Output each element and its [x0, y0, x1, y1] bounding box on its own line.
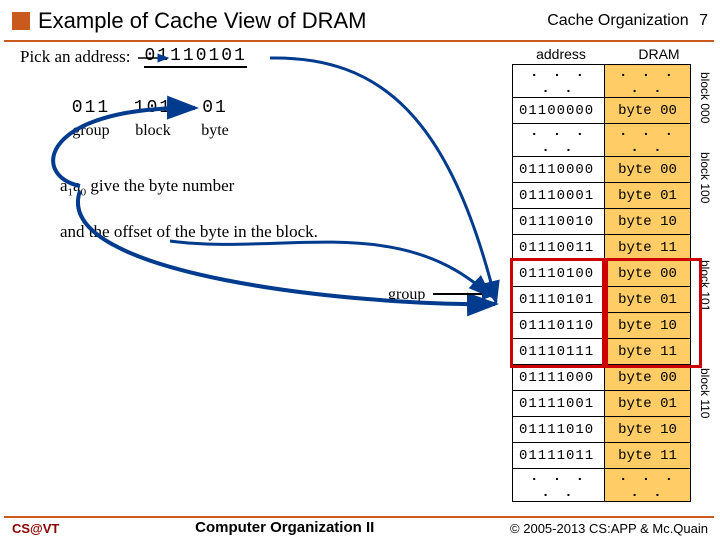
slide: Example of Cache View of DRAM Cache Orga…	[0, 0, 720, 540]
bits-labels: group block byte	[60, 122, 246, 140]
table-row: 01111001byte 01	[513, 391, 691, 417]
bits-block: 101	[122, 98, 184, 118]
bits-group: 011	[60, 98, 122, 118]
addr-cell: 01111001	[513, 391, 605, 417]
dram-cell: byte 00	[605, 98, 691, 124]
table-row: 01110001byte 01	[513, 183, 691, 209]
title-left: Example of Cache View of DRAM	[12, 8, 367, 34]
block-label-110: block 110	[698, 368, 712, 418]
dram-cell: byte 11	[605, 443, 691, 469]
dram-cell: byte 01	[605, 391, 691, 417]
dram-cell: byte 10	[605, 417, 691, 443]
dots-row: . . . . .. . . . .	[513, 65, 691, 98]
dots: . . . . .	[513, 65, 605, 98]
dram-header: address DRAM	[512, 46, 708, 62]
accent-box	[12, 12, 30, 30]
dots: . . . . .	[513, 469, 605, 502]
table-row: 01111010byte 10	[513, 417, 691, 443]
slide-title: Example of Cache View of DRAM	[38, 8, 367, 34]
highlight-addr-block	[510, 258, 605, 368]
footer-right: © 2005-2013 CS:APP & Mc.Quain	[510, 521, 708, 536]
group-arrow-label: group	[388, 286, 425, 304]
table-row: 01110000byte 00	[513, 157, 691, 183]
bits-byte: 01	[184, 98, 246, 118]
dram-cell: byte 10	[605, 209, 691, 235]
slide-body: Pick an address: 01110101 011 101 01 gro…	[20, 46, 708, 510]
highlight-dram-block	[605, 258, 702, 368]
addr-cell: 01110010	[513, 209, 605, 235]
label-byte: byte	[184, 122, 246, 140]
footer-center: Computer Organization II	[195, 519, 374, 536]
block-label-100: block 100	[698, 152, 712, 203]
page-number: 7	[699, 12, 708, 29]
address-bits-breakdown: 011 101 01 group block byte	[60, 98, 246, 140]
dram-cell: byte 00	[605, 157, 691, 183]
table-row: 01100000byte 00	[513, 98, 691, 124]
dots: . . . . .	[513, 124, 605, 157]
block-label-000: block 000	[698, 72, 712, 123]
title-row: Example of Cache View of DRAM Cache Orga…	[12, 8, 708, 34]
addr-cell: 01110001	[513, 183, 605, 209]
a1a0-a2: a	[73, 176, 81, 195]
dots-row: . . . . .. . . . .	[513, 469, 691, 502]
a1a0-a: a	[60, 176, 68, 195]
footer-rule	[4, 516, 714, 518]
footer-left: CS@VT	[12, 521, 59, 536]
table-row: 01110010byte 10	[513, 209, 691, 235]
pick-label: Pick an address:	[20, 47, 130, 67]
picked-address: 01110101	[144, 46, 246, 68]
dram-cell: byte 11	[605, 235, 691, 261]
bits-values: 011 101 01	[60, 98, 246, 118]
addr-cell: 01110000	[513, 157, 605, 183]
addr-cell: 01100000	[513, 98, 605, 124]
col-header-dram: DRAM	[610, 46, 708, 62]
title-rule	[4, 40, 714, 42]
table-row: 01111011byte 11	[513, 443, 691, 469]
addr-cell: 01111010	[513, 417, 605, 443]
dram-table-area: address DRAM . . . . .. . . . . 01100000…	[512, 46, 708, 502]
dram-cell: byte 01	[605, 183, 691, 209]
section-label: Cache Organization 7	[547, 12, 708, 30]
addr-cell: 01111000	[513, 365, 605, 391]
col-header-address: address	[512, 46, 610, 62]
addr-cell: 01110011	[513, 235, 605, 261]
explain1-rest: give the byte number	[86, 176, 234, 195]
footer: CS@VT Computer Organization II © 2005-20…	[12, 519, 708, 536]
dots: . . . . .	[605, 469, 691, 502]
table-row: 01110011byte 11	[513, 235, 691, 261]
label-block: block	[122, 122, 184, 140]
explain-line-2: and the offset of the byte in the block.	[60, 222, 318, 242]
dram-cell: byte 00	[605, 365, 691, 391]
dots: . . . . .	[605, 124, 691, 157]
table-row: 01111000byte 00	[513, 365, 691, 391]
label-group: group	[60, 122, 122, 140]
section-text: Cache Organization	[547, 12, 688, 29]
addr-cell: 01111011	[513, 443, 605, 469]
dots-row: . . . . .. . . . .	[513, 124, 691, 157]
dots: . . . . .	[605, 65, 691, 98]
explain-line-1: a1a0 give the byte number	[60, 176, 234, 198]
